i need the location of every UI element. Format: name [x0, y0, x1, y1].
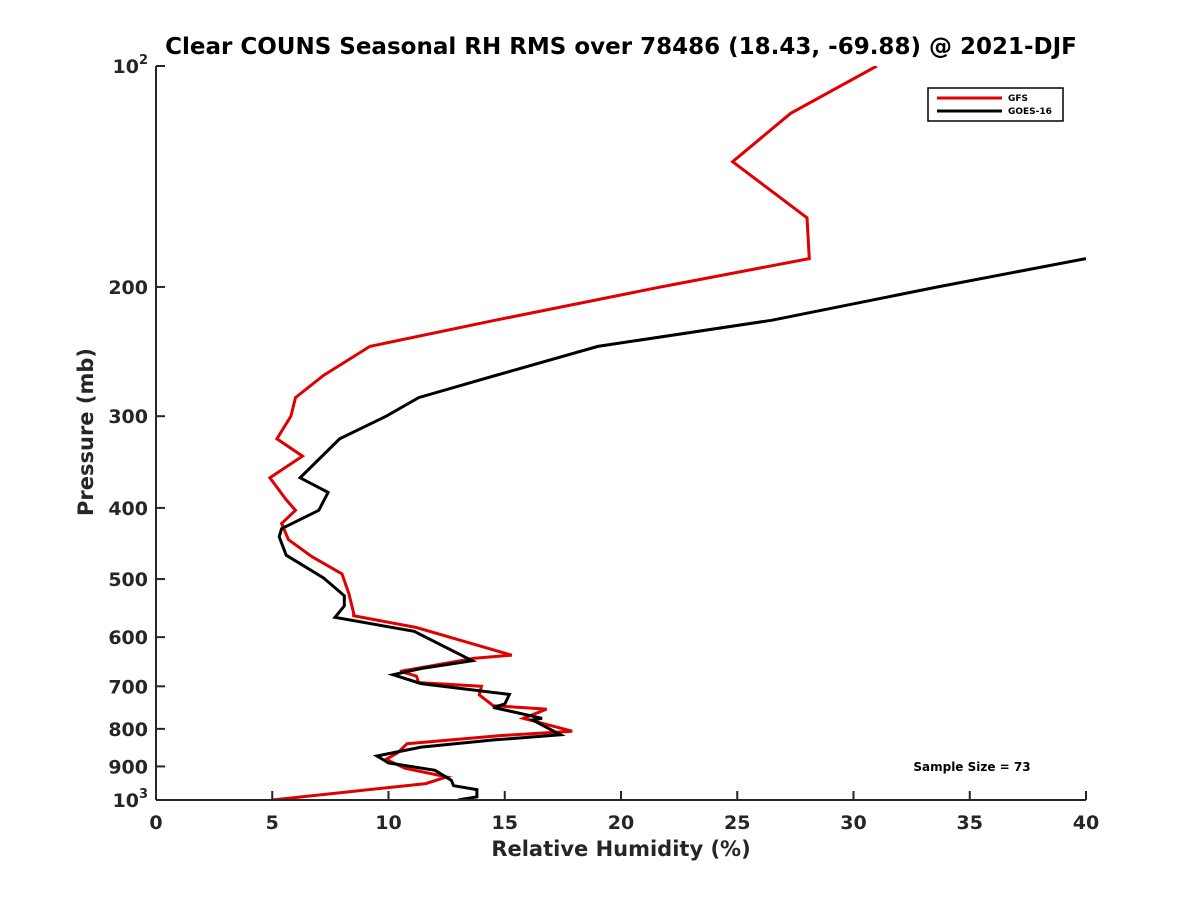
x-tick-label: 40	[1073, 812, 1099, 834]
chart-title: Clear COUNS Seasonal RH RMS over 78486 (…	[165, 34, 1077, 60]
series-line-gfs	[267, 66, 878, 800]
x-tick-label: 15	[492, 812, 518, 834]
x-axis-ticks: 0 5 10 15 20 25 30 35 40	[149, 791, 1099, 834]
y-tick-label: 400	[108, 498, 148, 520]
x-tick-label: 35	[957, 812, 983, 834]
y-tick-label: 300	[108, 406, 148, 428]
legend-label-gfs: GFS	[1008, 94, 1028, 104]
y-tick-label: 700	[108, 676, 148, 698]
x-tick-label: 0	[149, 812, 162, 834]
series-line-goes-16	[277, 257, 1086, 800]
y-axis-label: Pressure (mb)	[74, 348, 98, 516]
y-tick-label: 500	[108, 569, 148, 591]
y-tick-label: 900	[108, 756, 148, 778]
x-axis-label: Relative Humidity (%)	[491, 837, 750, 861]
legend-label-goes-16: GOES-16	[1008, 107, 1052, 117]
x-tick-label: 25	[724, 812, 750, 834]
y-tick-label: 600	[108, 627, 148, 649]
x-tick-label: 20	[608, 812, 634, 834]
x-tick-label: 5	[266, 812, 279, 834]
legend: GFS GOES-16	[927, 87, 1064, 122]
x-tick-label: 30	[840, 812, 866, 834]
plot-lines	[267, 66, 1086, 800]
sample-size-annotation: Sample Size = 73	[913, 760, 1030, 774]
y-tick-label: 200	[108, 277, 148, 299]
y-tick-label: 800	[108, 719, 148, 741]
x-tick-label: 10	[375, 812, 401, 834]
legend-box	[927, 87, 1064, 122]
